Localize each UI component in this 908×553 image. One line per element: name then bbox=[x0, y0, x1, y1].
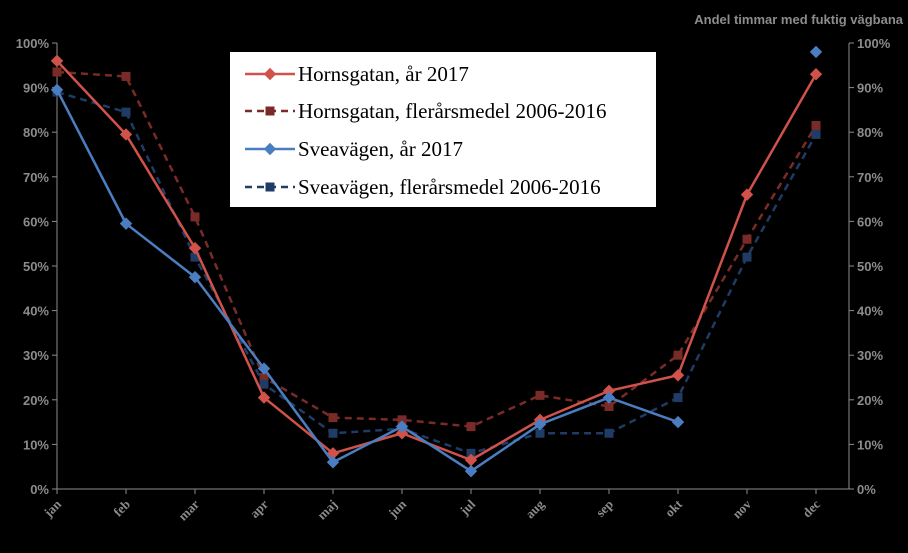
legend-items: Hornsgatan, år 2017 Hornsgatan, flerårsme… bbox=[245, 62, 607, 199]
data-point bbox=[671, 369, 685, 382]
data-point bbox=[811, 121, 821, 131]
legend-marker bbox=[265, 182, 275, 192]
series-line bbox=[56, 59, 818, 462]
legend-marker bbox=[263, 67, 277, 81]
data-point bbox=[466, 422, 476, 432]
y-tick-label-right: 70% bbox=[857, 170, 883, 185]
data-point bbox=[671, 415, 685, 429]
y-tick-label-left: 40% bbox=[23, 304, 49, 319]
y-tick-label-left: 30% bbox=[23, 348, 49, 363]
data-point bbox=[464, 464, 478, 478]
data-point bbox=[188, 270, 202, 284]
data-point bbox=[119, 128, 133, 141]
y-tick-label-left: 0% bbox=[30, 482, 49, 497]
data-point bbox=[52, 67, 62, 77]
series-line bbox=[55, 89, 679, 473]
legend-label: Hornsgatan, flerårsmedel 2006-2016 bbox=[298, 99, 607, 123]
legend-label: Sveavägen, år 2017 bbox=[298, 137, 463, 161]
data-point bbox=[533, 418, 547, 431]
y-tick-label-left: 70% bbox=[23, 170, 49, 185]
data-point bbox=[257, 362, 271, 375]
series-1 bbox=[52, 67, 821, 432]
data-point bbox=[809, 68, 823, 81]
legend-marker bbox=[265, 106, 275, 116]
data-point bbox=[740, 188, 754, 201]
data-point bbox=[259, 373, 269, 382]
y-tick-label-left: 20% bbox=[23, 393, 49, 408]
data-point bbox=[395, 420, 409, 433]
y-tick-label-left: 100% bbox=[16, 36, 50, 51]
data-point bbox=[535, 428, 545, 438]
data-point bbox=[121, 71, 131, 81]
y-tick-label-right: 10% bbox=[857, 437, 883, 452]
legend-label: Sveavägen, flerårsmedel 2006-2016 bbox=[298, 175, 601, 199]
data-point bbox=[190, 252, 200, 262]
data-point bbox=[604, 428, 614, 438]
y-tick-label-right: 20% bbox=[857, 393, 883, 408]
data-point bbox=[602, 391, 616, 404]
y-tick-label-right: 90% bbox=[857, 81, 883, 96]
data-point bbox=[811, 129, 821, 139]
data-point bbox=[604, 401, 614, 411]
y-tick-label-right: 80% bbox=[857, 125, 883, 140]
data-point bbox=[50, 54, 64, 68]
y-tick-label-right: 100% bbox=[857, 36, 891, 51]
data-point bbox=[190, 212, 200, 222]
y-tick-label-right: 60% bbox=[857, 214, 883, 229]
data-point bbox=[673, 350, 683, 360]
data-point bbox=[742, 252, 752, 262]
data-point bbox=[673, 393, 683, 403]
data-point bbox=[535, 390, 545, 400]
data-point bbox=[50, 83, 64, 97]
data-point bbox=[121, 107, 131, 117]
y-tick-label-left: 80% bbox=[23, 125, 49, 140]
legend-marker bbox=[263, 142, 277, 156]
data-point bbox=[328, 428, 338, 438]
y-tick-label-left: 90% bbox=[23, 81, 49, 96]
legend-box bbox=[230, 52, 656, 207]
series-2 bbox=[50, 45, 823, 478]
y-tick-label-left: 60% bbox=[23, 214, 49, 229]
data-point bbox=[742, 234, 752, 244]
y-tick-label-left: 50% bbox=[23, 259, 49, 274]
y-tick-label-right: 30% bbox=[857, 348, 883, 363]
series-line bbox=[56, 90, 818, 455]
data-point bbox=[326, 456, 340, 469]
data-point bbox=[395, 427, 409, 440]
data-point bbox=[809, 45, 823, 59]
y-tick-label-right: 50% bbox=[857, 259, 883, 274]
data-point bbox=[259, 379, 269, 389]
y-tick-label-right: 40% bbox=[857, 304, 883, 319]
data-point bbox=[119, 217, 133, 230]
legend: Hornsgatan, år 2017 Hornsgatan, flerårsme… bbox=[230, 52, 656, 207]
data-point bbox=[466, 448, 476, 458]
data-point bbox=[257, 391, 271, 404]
series-layer bbox=[50, 45, 823, 478]
data-point bbox=[328, 413, 338, 423]
chart-title: Andel timmar med fuktig vägbana bbox=[694, 12, 904, 27]
data-point bbox=[397, 415, 407, 425]
y-tick-label-right: 0% bbox=[857, 482, 876, 497]
data-point bbox=[188, 241, 202, 255]
legend-label: Hornsgatan, år 2017 bbox=[298, 62, 469, 86]
y-tick-label-left: 10% bbox=[23, 437, 49, 452]
